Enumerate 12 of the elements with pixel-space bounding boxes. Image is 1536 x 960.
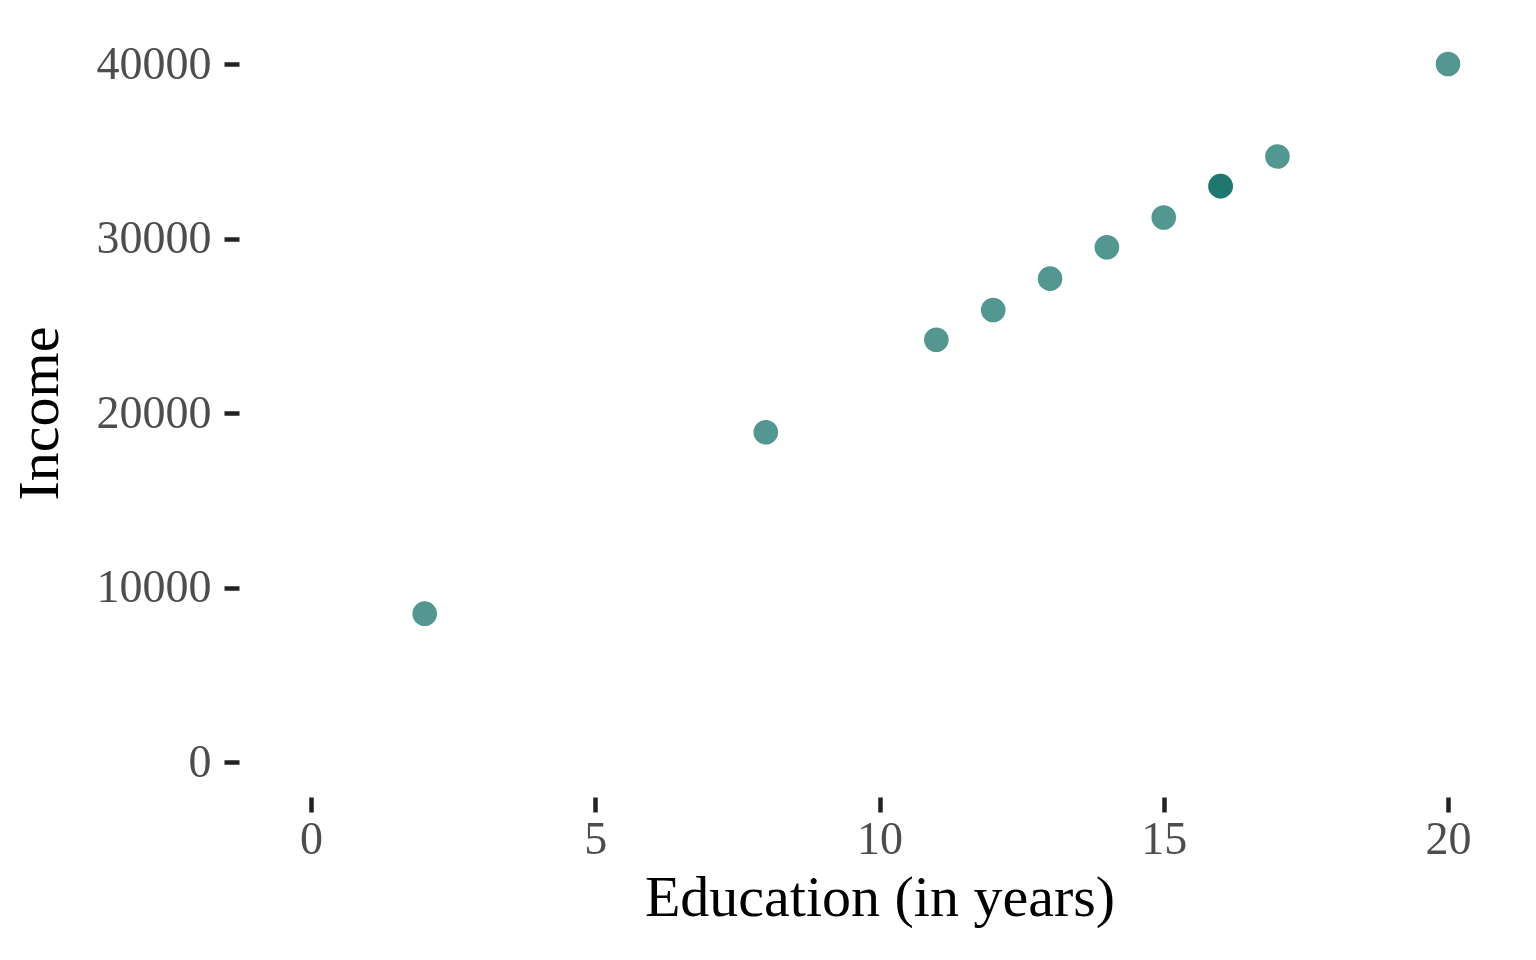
y-tick-label: 40000 [96,37,212,89]
y-tick-label: 30000 [96,212,212,263]
x-axis-title: Education (in years) [644,863,1116,929]
x-tick-label: 0 [300,812,323,864]
y-axis-title: Income [5,326,71,501]
y-tick-label: 0 [188,735,212,787]
y-tick-label: 10000 [96,561,212,612]
x-tick-label: 15 [1141,812,1188,864]
x-tick-label: 5 [584,812,608,864]
x-tick-label: 20 [1425,812,1472,864]
x-tick-label: 10 [857,812,903,864]
y-tick-label: 20000 [96,386,212,438]
